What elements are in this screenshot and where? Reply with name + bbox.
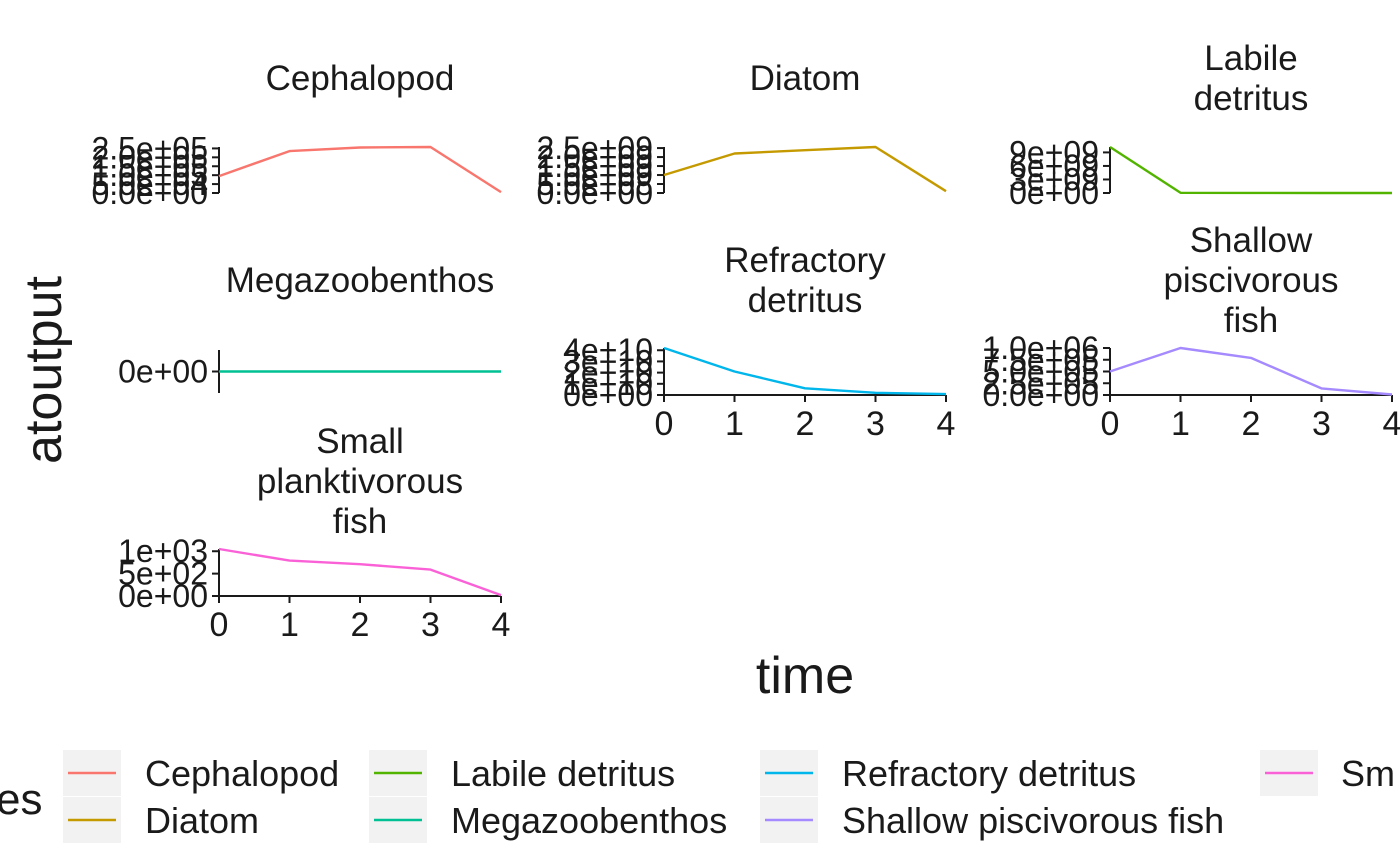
y-tick-label: 0.0e+00 xyxy=(91,175,208,211)
y-tick-label: 0e+00 xyxy=(118,578,208,614)
legend-item: Labile detritus xyxy=(369,750,675,796)
legend-label: Megazoobenthos xyxy=(451,800,727,841)
y-tick-label: 6e+09 xyxy=(1009,148,1099,184)
y-tick-label: 4e+10 xyxy=(563,332,653,368)
facet-panel-4: Megazoobenthos 0e+00 xyxy=(118,261,501,393)
x-tick-label: 0 xyxy=(655,405,674,443)
legend-item: Refractory detritus xyxy=(760,750,1136,796)
facet-title: detritus xyxy=(1194,79,1309,118)
x-tick-label: 0 xyxy=(210,606,229,644)
facet-panel-1: Cephalopod 0.0e+005.0e+041.0e+051.5e+052.… xyxy=(91,59,502,211)
x-tick-label: 4 xyxy=(1383,405,1400,443)
x-tick-label: 1 xyxy=(725,405,744,443)
legend-item: Cephalopod xyxy=(63,750,339,796)
facet-title: fish xyxy=(1224,301,1278,340)
x-tick-label: 0 xyxy=(1101,405,1120,443)
facet-title: Small xyxy=(316,422,404,461)
x-axis-title: time xyxy=(756,647,854,705)
x-tick-label: 3 xyxy=(866,405,885,443)
x-tick-label: 3 xyxy=(1312,405,1331,443)
y-tick-label: 0e+00 xyxy=(118,354,208,390)
y-tick-label: 2.0e+09 xyxy=(536,139,653,175)
y-tick-label: 3e+09 xyxy=(1009,161,1099,197)
x-tick-label: 2 xyxy=(796,405,815,443)
y-tick-label: 2.5e+09 xyxy=(536,130,653,166)
facet-title: Cephalopod xyxy=(266,59,455,98)
x-tick-label: 2 xyxy=(351,606,370,644)
y-tick-label: 0.0e+00 xyxy=(536,175,653,211)
y-tick-label: 0e+00 xyxy=(1009,175,1099,211)
legend-label: Sm xyxy=(1341,753,1395,794)
facet-title: Diatom xyxy=(750,59,861,98)
series-line xyxy=(663,145,947,193)
y-tick-label: 1e+10 xyxy=(563,366,653,402)
legend-item: Shallow piscivorous fish xyxy=(760,797,1224,843)
y-tick-label: 9e+09 xyxy=(1009,134,1099,170)
y-tick-label: 3e+10 xyxy=(563,343,653,379)
y-tick-label: 0.0e+00 xyxy=(982,377,1099,413)
x-tick-label: 2 xyxy=(1242,405,1261,443)
facet-title: planktivorous xyxy=(257,462,463,501)
legend: es Cephalopod Diatom Labile detritus Megazoo… xyxy=(0,750,1395,843)
series-line xyxy=(218,547,502,597)
legend-label: Labile detritus xyxy=(451,753,675,794)
y-tick-label: 1e+03 xyxy=(118,533,208,569)
y-tick-label: 1.0e+09 xyxy=(536,157,653,193)
y-tick-label: 5e+02 xyxy=(118,556,208,592)
y-tick-label: 2e+10 xyxy=(563,355,653,391)
y-tick-label: 2.0e+05 xyxy=(91,139,208,175)
legend-title: es xyxy=(0,775,42,824)
facet-panel-2: Diatom 0.0e+005.0e+081.0e+091.5e+092.0e+0… xyxy=(536,59,947,211)
x-tick-label: 4 xyxy=(937,405,956,443)
facet-title: piscivorous xyxy=(1163,261,1338,300)
y-tick-label: 2.5e+05 xyxy=(982,365,1099,401)
y-tick-label: 7.5e+05 xyxy=(982,342,1099,378)
legend-item: Megazoobenthos xyxy=(369,797,727,843)
y-tick-label: 1.0e+06 xyxy=(982,330,1099,366)
x-tick-label: 4 xyxy=(492,606,511,644)
series-line xyxy=(663,346,947,396)
y-tick-label: 5.0e+05 xyxy=(982,354,1099,390)
y-axis-title: atoutput xyxy=(15,275,73,463)
y-tick-label: 5.0e+08 xyxy=(536,166,653,202)
legend-item: Sm xyxy=(1260,750,1395,796)
legend-label: Diatom xyxy=(145,800,259,841)
y-tick-label: 2.5e+05 xyxy=(91,130,208,166)
facet-title: Megazoobenthos xyxy=(226,261,495,300)
x-tick-label: 1 xyxy=(280,606,299,644)
legend-label: Cephalopod xyxy=(145,753,339,794)
legend-label: Shallow piscivorous fish xyxy=(842,800,1224,841)
y-tick-label: 0e+00 xyxy=(563,377,653,413)
legend-item: Diatom xyxy=(63,797,259,843)
facet-title: Refractory xyxy=(724,241,886,280)
x-tick-label: 1 xyxy=(1171,405,1190,443)
y-tick-label: 1.0e+05 xyxy=(91,157,208,193)
facet-title: Shallow xyxy=(1190,221,1313,260)
y-tick-label: 1.5e+05 xyxy=(91,148,208,184)
facet-title: detritus xyxy=(748,281,863,320)
y-tick-label: 5.0e+04 xyxy=(91,166,208,202)
y-tick-label: 1.5e+09 xyxy=(536,148,653,184)
legend-label: Refractory detritus xyxy=(842,753,1136,794)
series-line xyxy=(1109,346,1393,396)
series-line xyxy=(1109,145,1392,195)
series-line xyxy=(218,145,502,194)
x-tick-label: 3 xyxy=(421,606,440,644)
facet-title: Labile xyxy=(1204,39,1297,78)
facet-title: fish xyxy=(333,502,387,541)
